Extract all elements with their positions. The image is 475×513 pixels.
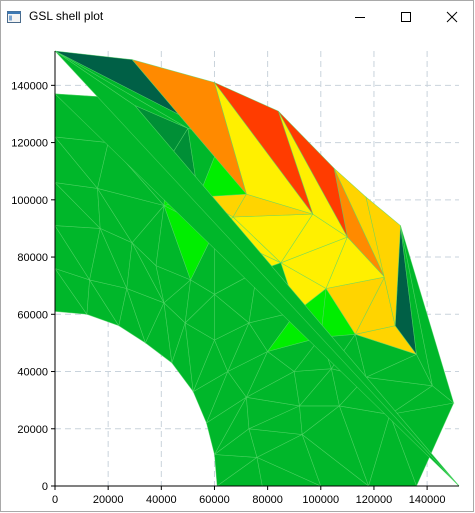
x-tick-label: 60000 <box>199 494 230 506</box>
y-tick-label: 20000 <box>17 424 48 436</box>
maximize-button[interactable] <box>383 1 429 32</box>
y-tick-label: 60000 <box>17 309 48 321</box>
y-tick-label: 0 <box>42 481 48 493</box>
mesh-cell <box>278 110 348 238</box>
app-window-icon <box>7 11 21 23</box>
close-button[interactable] <box>429 1 475 32</box>
close-icon <box>446 11 458 22</box>
title-bar[interactable]: GSL shell plot <box>1 1 473 32</box>
x-tick-label: 140000 <box>409 494 446 506</box>
y-tick-label: 100000 <box>11 195 48 207</box>
maximize-icon <box>401 11 411 22</box>
mesh-cell <box>400 225 455 404</box>
x-tick-label: 0 <box>52 494 58 506</box>
window-title: GSL shell plot <box>29 9 104 23</box>
mesh-plot: 0 20000 40000 60000 80000 100000 120000 140000 0… <box>11 50 460 506</box>
mesh-cell <box>131 59 247 195</box>
y-tick-label: 140000 <box>11 80 48 92</box>
mesh-cell <box>365 196 401 326</box>
minimize-button[interactable] <box>337 1 383 32</box>
x-tick-label: 20000 <box>93 494 124 506</box>
y-tick-label: 80000 <box>17 252 48 264</box>
x-tick-label: 80000 <box>252 494 283 506</box>
axes <box>51 51 459 490</box>
x-tick-label: 40000 <box>146 494 177 506</box>
tick-labels: 0 20000 40000 60000 80000 100000 120000 140000 0… <box>11 80 445 506</box>
x-tick-label: 120000 <box>356 494 393 506</box>
minimize-icon <box>355 16 365 18</box>
y-tick-label: 40000 <box>17 367 48 379</box>
x-tick-label: 100000 <box>302 494 339 506</box>
y-tick-label: 120000 <box>11 138 48 150</box>
mesh-cell <box>213 81 314 215</box>
mesh-cells <box>54 50 460 487</box>
